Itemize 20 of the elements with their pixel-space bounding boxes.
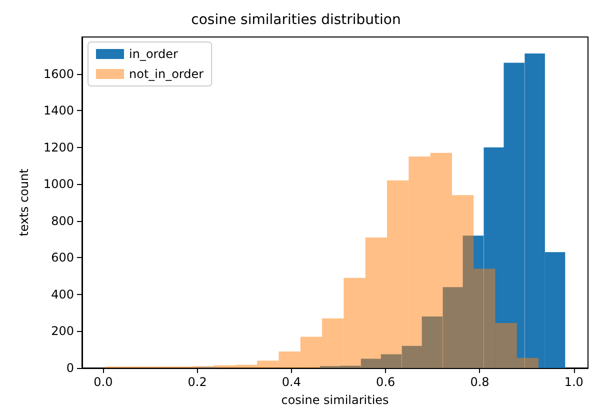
y-tick-label: 200 <box>51 324 74 338</box>
y-tick-label: 800 <box>51 214 74 228</box>
chart-title: cosine similarities distribution <box>191 12 401 28</box>
y-tick-label: 1200 <box>43 140 74 154</box>
x-tick-label: 0.4 <box>282 375 302 389</box>
legend-label: not_in_order <box>129 67 204 81</box>
x-tick-label: 0.2 <box>188 375 207 389</box>
x-tick-label: 0.8 <box>470 375 490 389</box>
y-tick-label: 400 <box>51 287 74 302</box>
y-tick-label: 1600 <box>43 66 74 81</box>
y-axis-title: texts count <box>17 168 31 236</box>
x-tick-label: 0.6 <box>376 375 396 389</box>
x-tick-label: 1.0 <box>564 375 584 389</box>
x-axis-title: cosine similarities <box>281 393 389 407</box>
y-tick-label: 600 <box>51 250 74 265</box>
x-tick-label: 0.0 <box>94 375 113 389</box>
y-tick-label: 0 <box>66 361 74 375</box>
legend-label: in_order <box>129 47 178 61</box>
y-tick-label: 1000 <box>43 177 74 192</box>
y-tick-label: 1400 <box>43 104 74 118</box>
